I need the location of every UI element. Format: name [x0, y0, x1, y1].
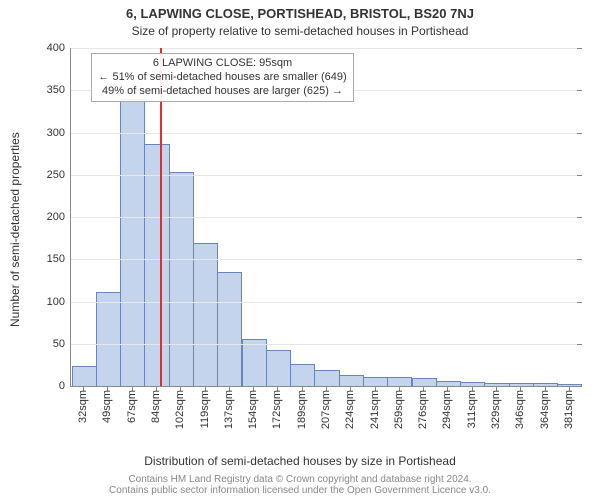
y-tick-label: 350: [47, 84, 71, 96]
x-tick-label: 276sqm: [417, 386, 429, 429]
x-tick-label: 67sqm: [126, 386, 138, 423]
gridline-h: [71, 302, 581, 303]
gridline-h: [71, 133, 581, 134]
x-tick-label: 119sqm: [199, 386, 211, 428]
bar: [266, 350, 291, 386]
annotation-line1: 6 LAPWING CLOSE: 95sqm: [98, 57, 346, 71]
bar: [412, 378, 437, 386]
x-tick-label: 172sqm: [271, 386, 283, 429]
x-tick-label: 381sqm: [563, 386, 575, 429]
gridline-h: [71, 48, 581, 49]
chart-title-line1: 6, LAPWING CLOSE, PORTISHEAD, BRISTOL, B…: [0, 6, 600, 21]
bar: [144, 144, 169, 386]
x-tick-label: 364sqm: [539, 386, 551, 429]
x-axis-label: Distribution of semi-detached houses by …: [0, 454, 600, 468]
x-tick-label: 241sqm: [369, 386, 381, 429]
x-tick-label: 49sqm: [101, 386, 113, 423]
x-tick-label: 294sqm: [441, 386, 453, 429]
gridline-h: [71, 259, 581, 260]
footer-line2: Contains public sector information licen…: [0, 485, 600, 496]
plot-area: 05010015020025030035040032sqm49sqm67sqm8…: [70, 48, 581, 387]
chart-container: 6, LAPWING CLOSE, PORTISHEAD, BRISTOL, B…: [0, 0, 600, 500]
bar: [314, 370, 339, 386]
annotation-line2: ← 51% of semi-detached houses are smalle…: [98, 71, 346, 85]
x-tick-label: 154sqm: [247, 386, 259, 429]
y-tick-label: 300: [47, 127, 71, 139]
x-tick-label: 224sqm: [344, 386, 356, 429]
y-tick-label: 0: [59, 380, 71, 392]
x-tick-label: 346sqm: [514, 386, 526, 429]
footer-attribution: Contains HM Land Registry data © Crown c…: [0, 474, 600, 496]
bar: [242, 339, 267, 386]
x-tick-label: 207sqm: [320, 386, 332, 429]
bar: [290, 364, 315, 386]
x-tick-label: 259sqm: [393, 386, 405, 429]
bar: [387, 377, 412, 386]
x-tick-label: 32sqm: [77, 386, 89, 423]
y-tick-label: 200: [47, 211, 71, 223]
annotation-line3: 49% of semi-detached houses are larger (…: [98, 85, 346, 99]
y-tick-label: 100: [47, 296, 71, 308]
annotation-box: 6 LAPWING CLOSE: 95sqm← 51% of semi-deta…: [91, 53, 353, 102]
x-tick-label: 189sqm: [296, 386, 308, 429]
bar: [72, 366, 97, 386]
y-tick-label: 150: [47, 253, 71, 265]
bar: [169, 172, 194, 386]
y-axis-label: Number of semi-detached properties: [8, 132, 22, 327]
gridline-h: [71, 217, 581, 218]
y-tick-label: 400: [47, 42, 71, 54]
bar: [193, 243, 218, 386]
chart-title-line2: Size of property relative to semi-detach…: [0, 24, 600, 38]
bar: [339, 375, 364, 386]
gridline-h: [71, 175, 581, 176]
bar: [217, 272, 242, 386]
x-tick-label: 84sqm: [150, 386, 162, 423]
gridline-h: [71, 344, 581, 345]
y-tick-label: 250: [47, 169, 71, 181]
x-tick-label: 137sqm: [223, 386, 235, 429]
x-tick-label: 329sqm: [490, 386, 502, 429]
x-tick-label: 102sqm: [174, 386, 186, 429]
footer-line1: Contains HM Land Registry data © Crown c…: [0, 474, 600, 485]
bar: [96, 292, 121, 386]
bar: [363, 377, 388, 386]
y-tick-label: 50: [53, 338, 71, 350]
x-tick-label: 311sqm: [466, 386, 478, 428]
